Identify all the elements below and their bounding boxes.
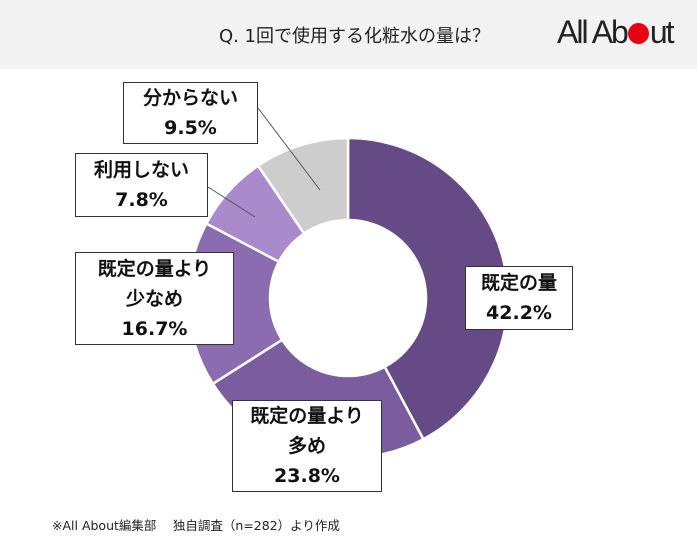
- header: Q. 1回で使用する化粧水の量は？ All Ab ut: [0, 0, 697, 69]
- label-wakaranai-value: 9.5%: [164, 117, 217, 139]
- label-kitei-name: 既定の量: [480, 272, 557, 294]
- footnote: ※All About編集部 独自調査（n=282）より作成: [52, 518, 340, 533]
- all-about-logo: All Ab ut: [557, 14, 675, 50]
- label-riyoushinai: 利用しない 7.8%: [75, 153, 208, 217]
- label-oome-name: 既定の量より 多め: [250, 405, 364, 457]
- label-oome: 既定の量より 多め 23.8%: [232, 400, 382, 492]
- chart-title: Q. 1回で使用する化粧水の量は？: [218, 26, 490, 47]
- label-oome-value: 23.8%: [274, 465, 340, 487]
- leader-line-1: [257, 107, 321, 191]
- label-sukuname-value: 16.7%: [121, 317, 188, 340]
- label-riyoushinai-value: 7.8%: [115, 189, 168, 211]
- leader-line-2: [207, 186, 256, 218]
- label-wakaranai-name: 分からない: [142, 87, 238, 109]
- label-sukuname-name: 既定の量より 少なめ: [97, 257, 212, 310]
- logo-dot-icon: [627, 23, 649, 44]
- label-wakaranai: 分からない 9.5%: [123, 82, 258, 144]
- donut-slice-1: [346, 136, 510, 441]
- label-kitei: 既定の量 42.2%: [465, 266, 573, 330]
- label-sukuname: 既定の量より 少なめ 16.7%: [75, 252, 234, 345]
- donut-slice-5: [256, 136, 350, 236]
- label-kitei-value: 42.2%: [486, 302, 552, 324]
- label-riyoushinai-name: 利用しない: [93, 159, 189, 181]
